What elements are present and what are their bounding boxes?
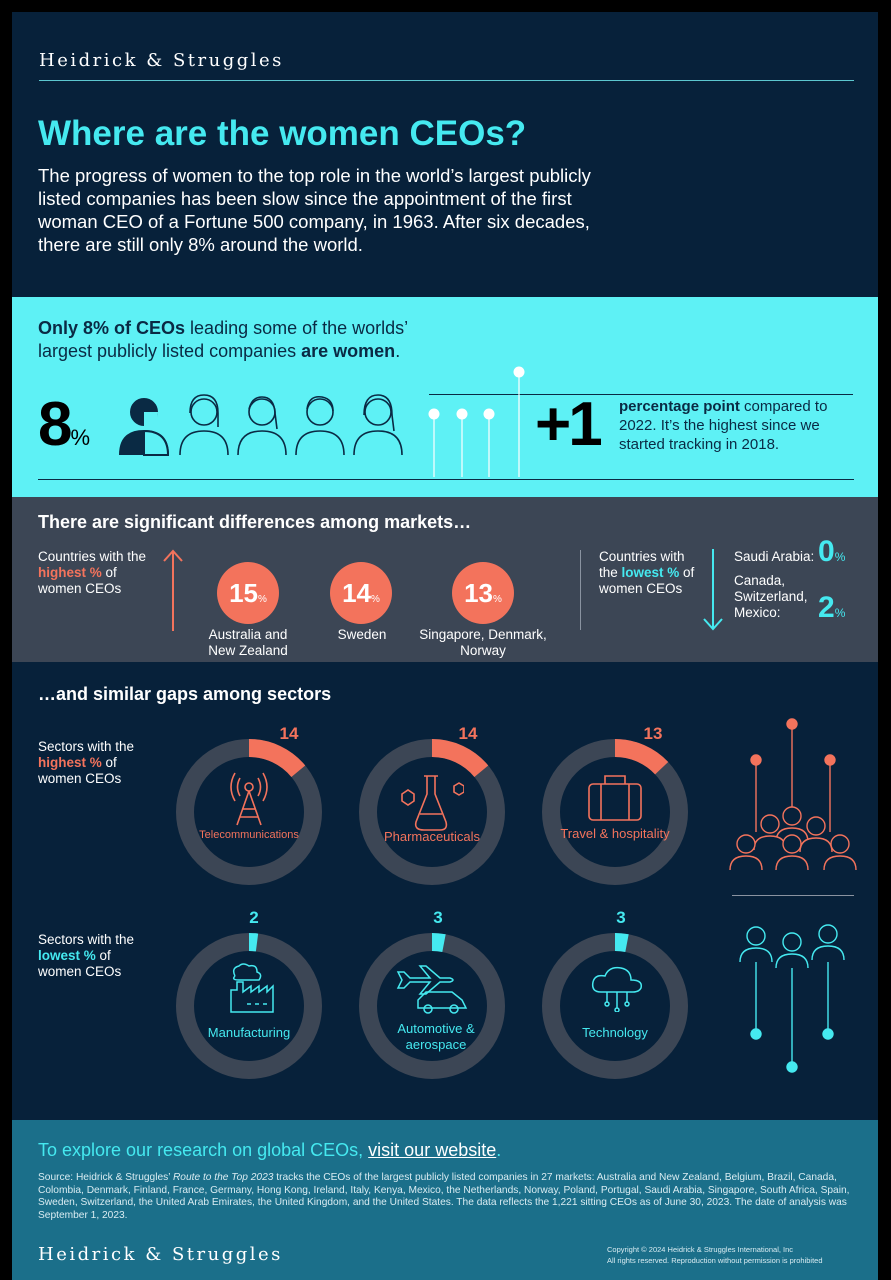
plane-car-icon [396, 965, 468, 1014]
markets-divider [580, 550, 581, 630]
factory-icon [230, 963, 274, 1013]
infographic-page: Heidrick & Struggles Where are the women… [12, 12, 878, 1280]
lowest-market-2-value: 2% [818, 591, 846, 624]
copyright-text: Copyright © 2024 Heidrick & Struggles In… [607, 1245, 823, 1265]
global-share-section: Only 8% of CEOs leading some of the worl… [12, 297, 878, 497]
cyan-divider-bottom [38, 479, 854, 480]
explore-text: To explore our research on global CEOs, … [38, 1140, 502, 1160]
sectors-heading: …and similar gaps among sectors [38, 684, 332, 704]
market-name-1: Australia and New Zealand [208, 627, 288, 658]
women-group-high-icon [729, 718, 857, 871]
people-icons-row [119, 394, 403, 456]
arrow-up-icon [163, 549, 183, 631]
markets-section: There are significant differences among … [12, 497, 878, 662]
sectors-lowest-label: Sectors with the lowest % of women CEOs [38, 932, 135, 979]
sector-low-value-3: 3 [616, 908, 626, 927]
lowest-market-1-value: 0% [818, 535, 846, 568]
sector-low-value-1: 2 [249, 908, 259, 927]
source-note: Source: Heidrick & Struggles’ Route to t… [38, 1172, 850, 1221]
sector-high-label-3: Travel & hospitality [560, 826, 670, 841]
sector-low-label-2: Automotive & aerospace [397, 1021, 475, 1052]
visit-website-link[interactable]: visit our website [368, 1140, 497, 1160]
markets-highest-label: Countries with the highest % of women CE… [38, 549, 147, 596]
arrow-down-icon [703, 549, 723, 631]
markets-lowest-label: Countries with the lowest % of women CEO… [599, 549, 695, 596]
sector-ring-arc-highest-2 [431, 739, 489, 778]
sector-ring-arc-highest-3 [614, 739, 669, 775]
brand-logo-top: Heidrick & Struggles [39, 50, 284, 71]
cloud-icon [591, 966, 643, 1012]
person-outline-icon [179, 394, 403, 456]
global-share-heading: Only 8% of CEOs leading some of the worl… [38, 318, 408, 361]
footer-section: To explore our research on global CEOs, … [12, 1120, 878, 1280]
change-description: percentage point compared to 2022. It’s … [619, 398, 828, 453]
right-cluster-divider [732, 895, 854, 896]
markets-heading: There are significant differences among … [38, 512, 472, 532]
change-value: +1 [535, 390, 603, 459]
brand-logo-bottom: Heidrick & Struggles [38, 1244, 283, 1265]
sector-low-label-3: Technology [582, 1025, 648, 1040]
sectors-highest-label: Sectors with the highest % of women CEOs [38, 739, 135, 786]
sector-ring-arc-lowest-2 [431, 933, 446, 953]
sector-high-value-2: 14 [458, 724, 478, 743]
sector-ring-arc-lowest-1 [248, 933, 259, 952]
women-group-low-icon [739, 924, 845, 1073]
tower-icon [230, 772, 268, 826]
sector-high-value-1: 14 [279, 724, 299, 743]
cyan-divider-top [429, 394, 853, 395]
sector-high-label-1: Telecommunications [199, 829, 299, 841]
market-name-3: Singapore, Denmark, Norway [419, 627, 547, 658]
lowest-market-1-name: Saudi Arabia: [734, 549, 815, 564]
sector-high-value-3: 13 [643, 724, 663, 743]
sector-high-label-2: Pharmaceuticals [383, 829, 481, 844]
intro-text: The progress of women to the top role in… [38, 165, 591, 255]
sector-ring-arc-lowest-3 [614, 933, 629, 953]
market-value-circle-3: 13% [452, 562, 514, 624]
sector-low-value-2: 3 [433, 908, 443, 927]
page-title: Where are the women CEOs? [38, 114, 527, 153]
market-value-circle-1: 15% [217, 562, 279, 624]
pin-markers [428, 366, 525, 477]
market-name-2: Sweden [337, 627, 387, 642]
market-value-circle-2: 14% [330, 562, 392, 624]
sector-low-label-1: Manufacturing [207, 1025, 291, 1040]
sector-ring-arc-highest-1 [248, 739, 306, 778]
suitcase-icon [588, 775, 642, 821]
lowest-market-2-name: Canada, Switzerland, Mexico: [734, 573, 808, 620]
share-women-value: 8% [38, 390, 91, 459]
person-filled-icon [119, 398, 170, 456]
sector-ring-charts [176, 739, 688, 1079]
header-divider [39, 80, 854, 81]
flask-icon [401, 775, 464, 831]
